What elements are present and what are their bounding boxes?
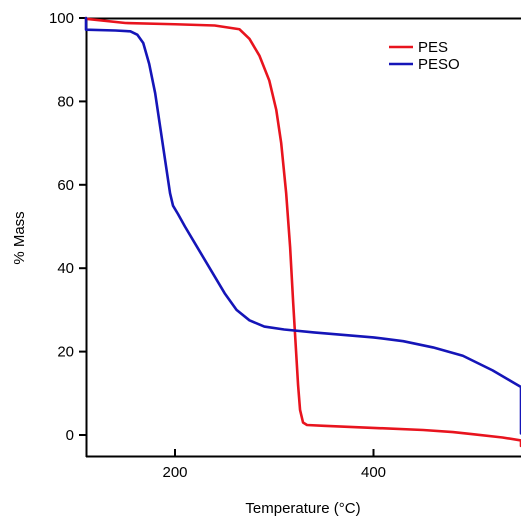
x-tick-label: 200: [162, 464, 187, 481]
legend: PES PESO: [389, 39, 460, 73]
x-axis-title: Temperature (°C): [245, 500, 360, 517]
x-ticks: 200400600800: [162, 449, 386, 481]
y-tick-label: 20: [57, 344, 74, 361]
y-tick-label: 100: [49, 10, 74, 27]
y-ticks: 0 20 40 60 80 100: [49, 10, 86, 444]
legend-label-peso: PESO: [418, 56, 460, 73]
axes: [85, 17, 521, 458]
y-tick-label: 60: [57, 177, 74, 194]
series: [84, 16, 521, 448]
series-line-pes: [84, 16, 521, 448]
y-tick-label: 40: [57, 260, 74, 277]
y-tick-label: 80: [57, 93, 74, 110]
legend-label-pes: PES: [418, 39, 448, 56]
y-tick-label: 0: [66, 427, 74, 444]
x-tick-label: 400: [361, 464, 386, 481]
y-axis-title: % Mass: [11, 211, 28, 264]
series-line-peso: [84, 16, 521, 435]
